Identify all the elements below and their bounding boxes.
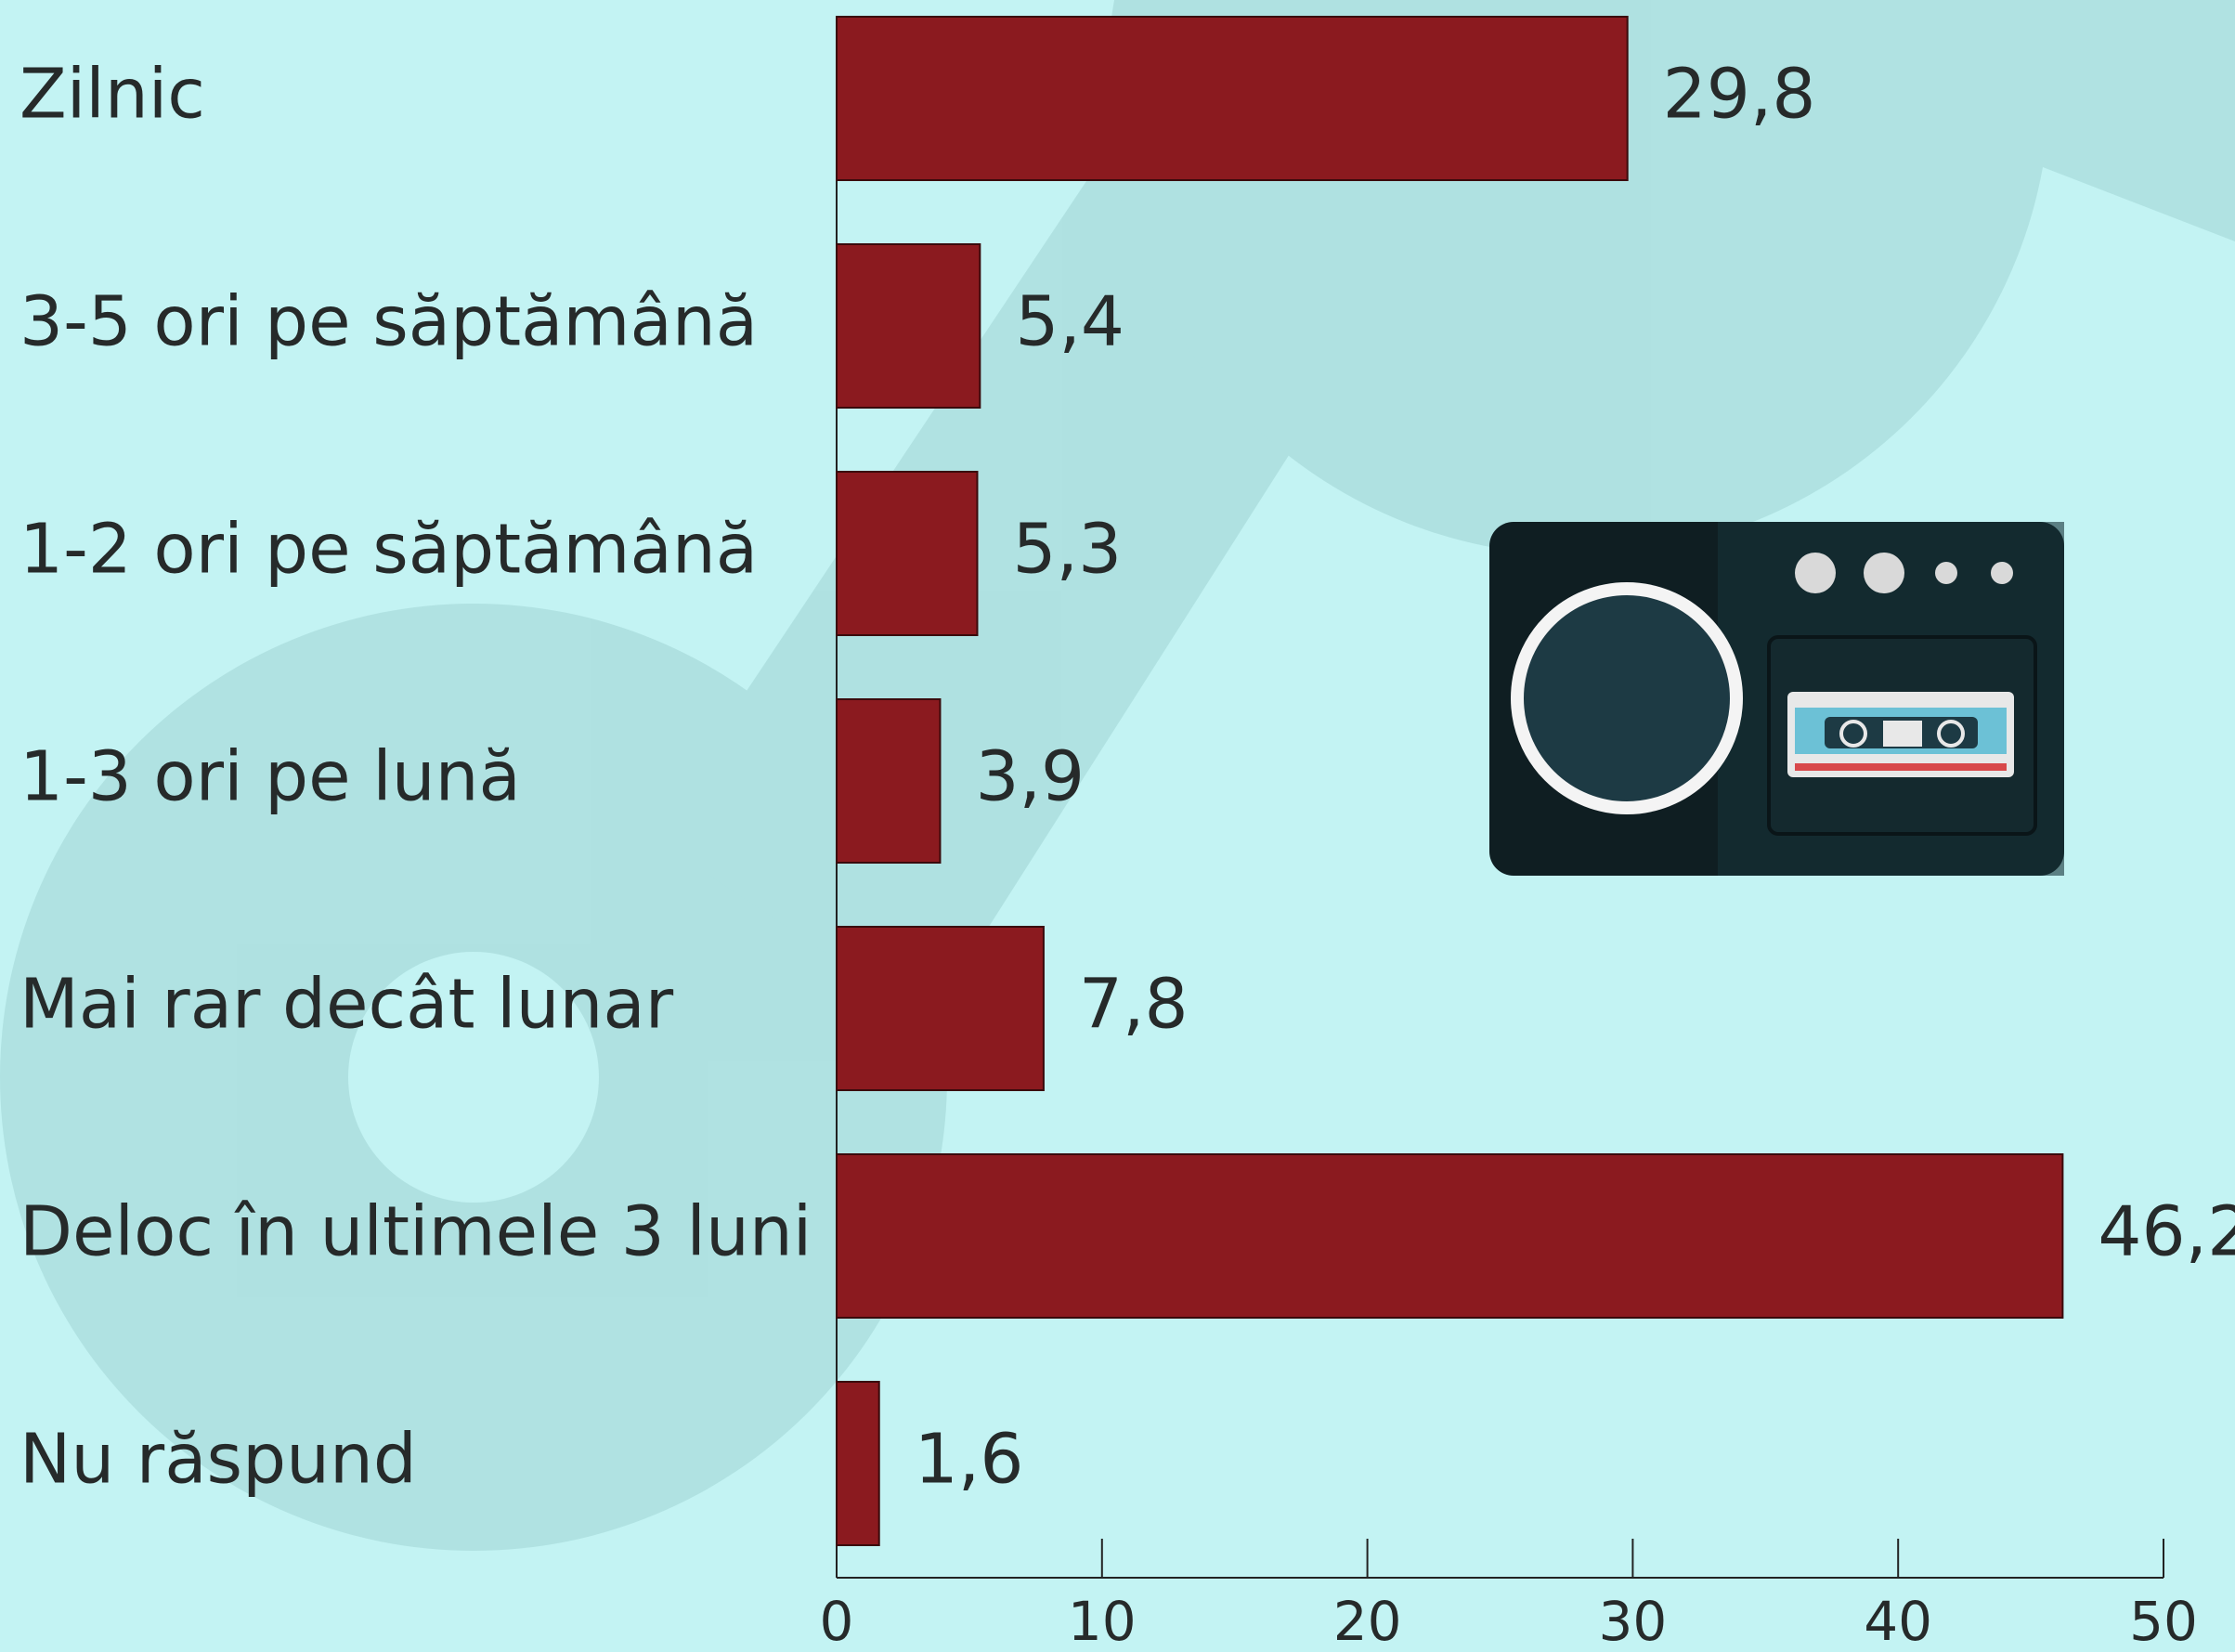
value-label: 3,9: [975, 737, 1085, 817]
category-label: Mai rar decât lunar: [19, 965, 674, 1045]
value-label: 5,3: [1012, 510, 1122, 590]
x-tick-label: 50: [2129, 1590, 2198, 1652]
value-label: 29,8: [1663, 55, 1816, 135]
x-tick-label: 10: [1068, 1590, 1137, 1652]
x-tick-label: 40: [1864, 1590, 1932, 1652]
bar: [836, 16, 1629, 181]
value-label: 5,4: [1015, 282, 1124, 362]
bar: [836, 926, 1045, 1091]
x-tick-label: 0: [820, 1590, 854, 1652]
category-label: Zilnic: [19, 55, 205, 135]
bar: [836, 1381, 880, 1546]
value-label: 1,6: [915, 1420, 1024, 1500]
value-label: 7,8: [1079, 965, 1189, 1045]
bar: [836, 471, 979, 636]
category-label: 1-2 ori pe săptămână: [19, 510, 758, 590]
bar: [836, 1153, 2064, 1319]
category-label: Nu răspund: [19, 1420, 417, 1500]
x-tick-label: 20: [1333, 1590, 1402, 1652]
x-tick-label: 30: [1598, 1590, 1667, 1652]
bar: [836, 243, 981, 409]
radio-icon: [1489, 522, 2064, 876]
category-label: 1-3 ori pe lună: [19, 737, 521, 817]
bar: [836, 698, 942, 864]
category-label: 3-5 ori pe săptămână: [19, 282, 758, 362]
value-label: 46,2: [2098, 1192, 2235, 1272]
category-label: Deloc în ultimele 3 luni: [19, 1192, 812, 1272]
